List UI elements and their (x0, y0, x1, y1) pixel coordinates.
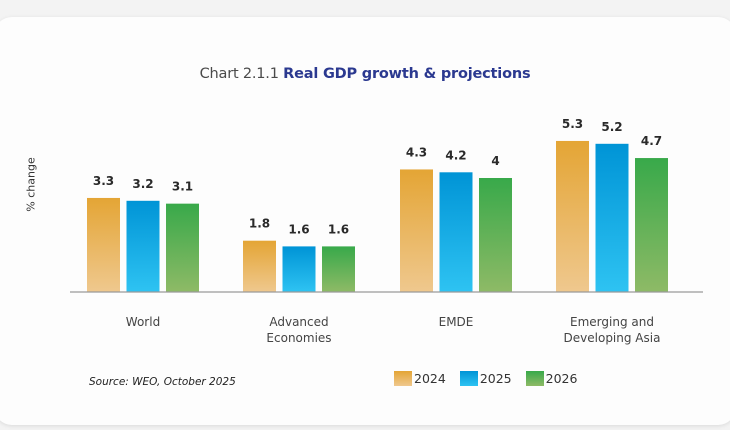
category-label-2-line-0: EMDE (439, 315, 474, 329)
legend-item-2025: 2025 (459, 371, 512, 386)
bar-2026-3 (635, 158, 668, 292)
bar-2025-3 (595, 143, 629, 292)
data-label-2024-2: 4.3 (406, 145, 427, 159)
category-label-1-line-1: Economies (266, 331, 331, 345)
bar-2026-2 (479, 178, 512, 292)
bar-2024-2 (400, 169, 433, 292)
source-note: Source: WEO, October 2025 (89, 376, 236, 388)
data-label-2026-0: 3.1 (172, 180, 193, 194)
bar-2024-1 (243, 240, 276, 292)
legend-swatch-2025 (459, 371, 478, 386)
labels-group: 3.3 3.2 3.1 World 1.8 1.6 1.6 Advanced Economies… (93, 117, 662, 345)
legend-item-2026: 2026 (525, 371, 578, 386)
category-label-1-line-0: Advanced (269, 315, 328, 329)
data-label-2026-2: 4 (491, 154, 499, 168)
legend-label-2025: 2025 (479, 371, 512, 386)
bar-2025-0 (126, 200, 160, 292)
bar-2026-0 (166, 203, 199, 292)
bars-group (87, 140, 668, 292)
data-label-2024-1: 1.8 (249, 217, 270, 231)
chart-title: Chart 2.1.1 Real GDP growth & projection… (0, 66, 730, 82)
legend-swatch-2024 (394, 371, 412, 386)
data-label-2025-3: 5.2 (601, 120, 622, 134)
bar-2026-1 (322, 246, 355, 292)
data-label-2025-2: 4.2 (445, 148, 466, 162)
legend: 2024 2025 2026 (394, 371, 577, 386)
category-label-0-line-0: World (126, 315, 160, 329)
data-label-2025-1: 1.6 (288, 222, 309, 236)
data-label-2024-0: 3.3 (93, 174, 114, 188)
data-label-2026-1: 1.6 (328, 222, 349, 236)
data-label-2025-0: 3.2 (132, 177, 153, 191)
bar-2024-0 (87, 197, 120, 292)
legend-label-2024: 2024 (414, 371, 446, 386)
bar-2024-3 (556, 140, 589, 292)
data-label-2026-3: 4.7 (641, 134, 662, 148)
legend-label-2026: 2026 (545, 371, 578, 386)
bar-2025-2 (439, 172, 473, 292)
legend-swatch-2026 (525, 371, 544, 386)
category-label-3-line-1: Developing Asia (564, 331, 661, 345)
chart-title-main: Real GDP growth & projections (283, 66, 531, 82)
bar-2025-1 (282, 246, 316, 292)
data-label-2024-3: 5.3 (562, 117, 583, 131)
legend-item-2024: 2024 (394, 371, 446, 386)
chart-title-prefix: Chart 2.1.1 (199, 66, 279, 82)
category-label-3-line-0: Emerging and (570, 315, 654, 329)
